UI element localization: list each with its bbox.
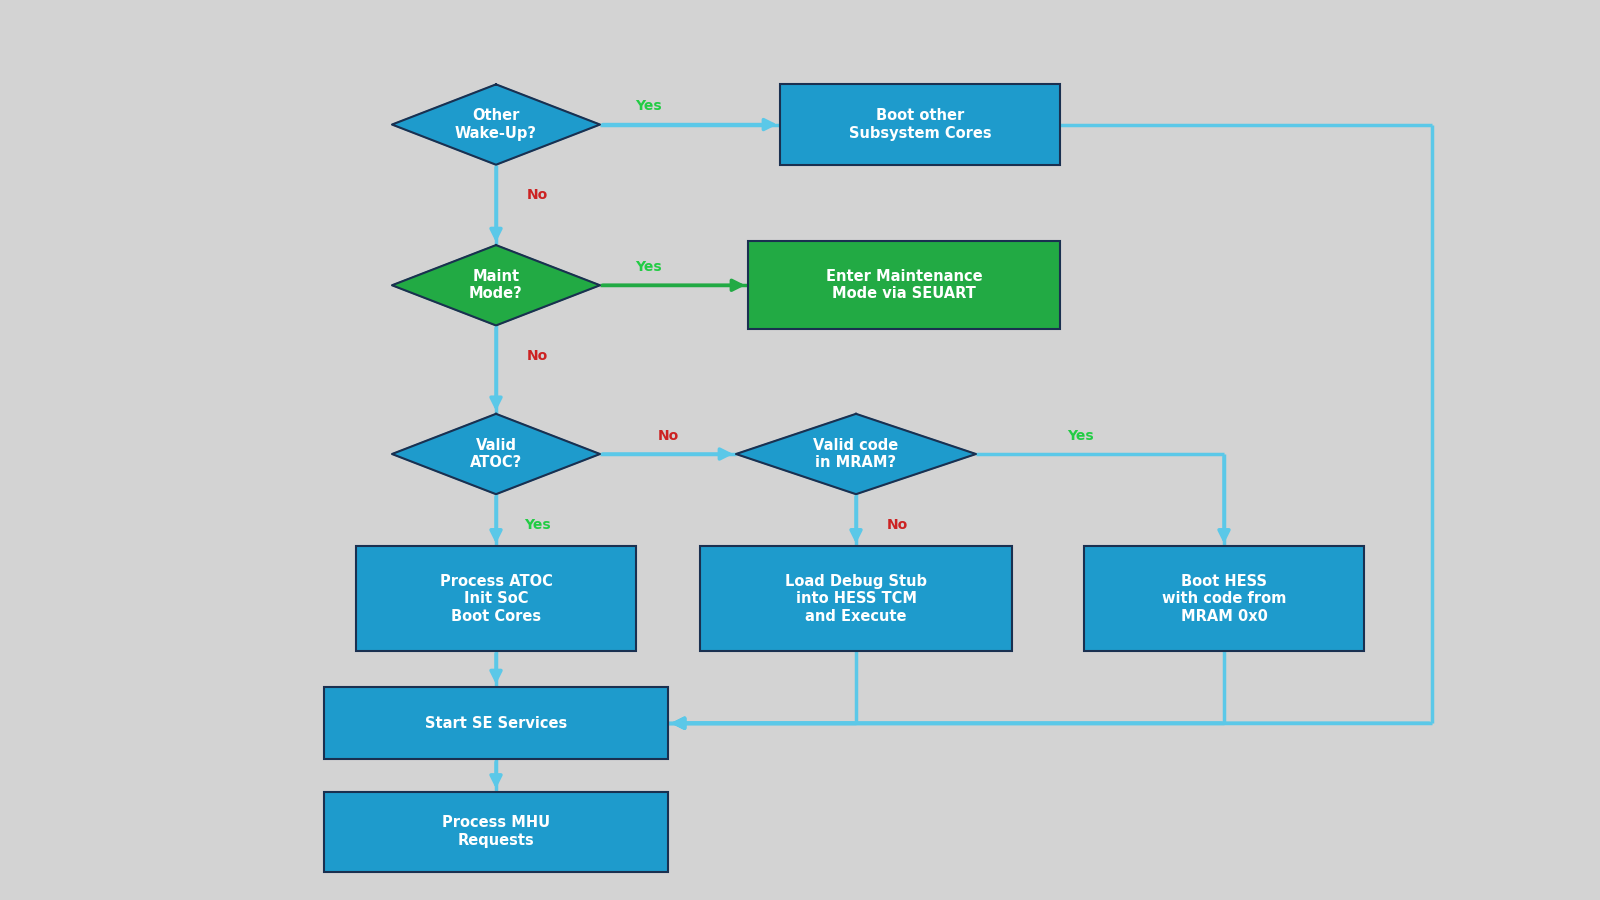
Text: Valid code
in MRAM?: Valid code in MRAM?: [813, 437, 899, 470]
Text: Boot HESS
with code from
MRAM 0x0: Boot HESS with code from MRAM 0x0: [1162, 574, 1286, 624]
Text: Maint
Mode?: Maint Mode?: [469, 269, 523, 302]
FancyBboxPatch shape: [323, 791, 669, 872]
Text: Process MHU
Requests: Process MHU Requests: [442, 815, 550, 848]
Text: Valid
ATOC?: Valid ATOC?: [470, 437, 522, 470]
Polygon shape: [392, 245, 600, 326]
Polygon shape: [392, 85, 600, 165]
Text: Other
Wake-Up?: Other Wake-Up?: [454, 108, 538, 140]
Text: Load Debug Stub
into HESS TCM
and Execute: Load Debug Stub into HESS TCM and Execut…: [786, 574, 926, 624]
Polygon shape: [392, 414, 600, 494]
Text: Yes: Yes: [635, 260, 661, 274]
Text: Yes: Yes: [635, 99, 661, 113]
Text: Start SE Services: Start SE Services: [426, 716, 566, 731]
FancyBboxPatch shape: [1085, 546, 1363, 651]
Polygon shape: [736, 414, 976, 494]
FancyBboxPatch shape: [779, 85, 1059, 165]
Text: Boot other
Subsystem Cores: Boot other Subsystem Cores: [848, 108, 992, 140]
Text: No: No: [526, 349, 549, 363]
Text: Yes: Yes: [525, 518, 550, 532]
FancyBboxPatch shape: [747, 241, 1059, 329]
Text: Enter Maintenance
Mode via SEUART: Enter Maintenance Mode via SEUART: [826, 269, 982, 302]
Text: No: No: [886, 518, 909, 532]
Text: No: No: [526, 188, 549, 202]
FancyBboxPatch shape: [323, 687, 669, 760]
Text: Yes: Yes: [1067, 428, 1093, 443]
FancyBboxPatch shape: [355, 546, 637, 651]
Text: Process ATOC
Init SoC
Boot Cores: Process ATOC Init SoC Boot Cores: [440, 574, 552, 624]
FancyBboxPatch shape: [701, 546, 1013, 651]
Text: No: No: [658, 428, 678, 443]
